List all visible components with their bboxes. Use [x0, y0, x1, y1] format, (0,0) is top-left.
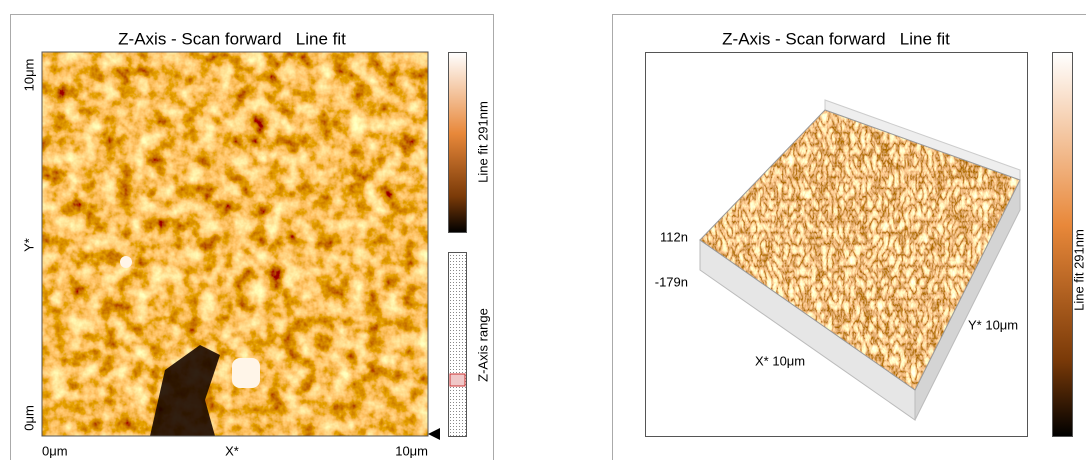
- x-axis-label: 0μm: [42, 443, 68, 458]
- z-range-bar[interactable]: [448, 252, 467, 437]
- afm-bright-feature: [120, 256, 132, 268]
- colorbar: [1052, 52, 1073, 437]
- image-frame: [41, 51, 429, 437]
- range-pointer[interactable]: [428, 428, 440, 440]
- z-max-label: 112n: [660, 229, 688, 244]
- y-axis-label: Y* 10μm: [968, 317, 1018, 332]
- z-min-label: -179n: [655, 274, 688, 289]
- colorbar: [448, 52, 467, 233]
- colorbar-label: Line fit 291nm: [1071, 229, 1086, 311]
- x-axis-label: X* 10μm: [755, 353, 805, 368]
- left-panel: Z-Axis - Scan forward Line fit 10μm Y* 0…: [10, 14, 494, 460]
- panel-title: Z-Axis - Scan forward Line fit: [118, 29, 346, 48]
- afm-dark-feature: [150, 345, 220, 436]
- surface-outline: [699, 109, 1021, 391]
- colorbar-label: Line fit 291nm: [475, 101, 490, 183]
- x-axis-label: 10μm: [395, 443, 428, 458]
- range-label: Z-Axis range: [475, 308, 490, 382]
- panel-title: Z-Axis - Scan forward Line fit: [722, 29, 950, 48]
- afm-bright-feature: [232, 358, 260, 388]
- x-axis-label: X*: [225, 443, 239, 458]
- z-range-handle[interactable]: [449, 373, 466, 387]
- right-panel: Z-Axis - Scan forward Line fit 112n -179…: [612, 14, 1086, 460]
- y-axis-label: Y*: [21, 238, 36, 252]
- y-axis-label: 10μm: [21, 59, 36, 92]
- y-axis-label: 0μm: [21, 405, 36, 431]
